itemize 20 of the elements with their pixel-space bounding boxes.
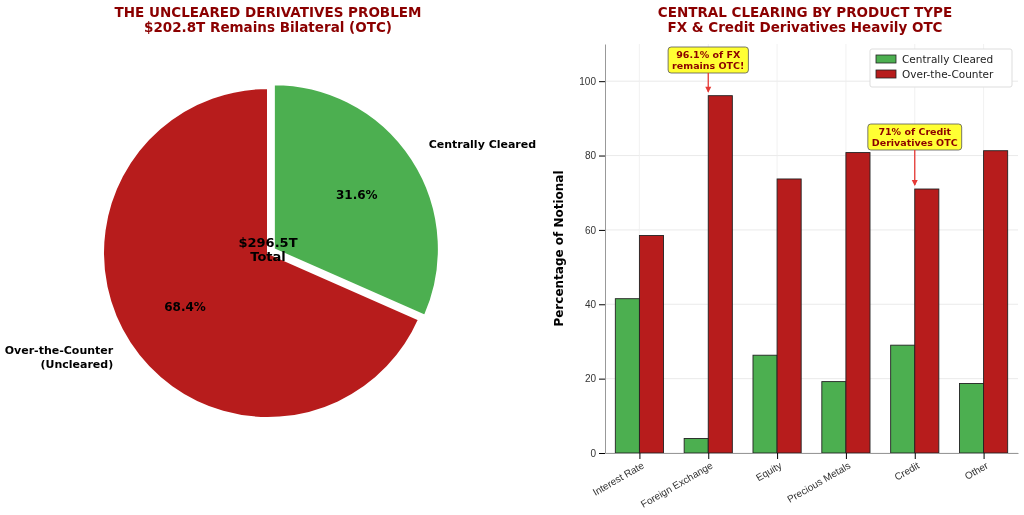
data-label: 31.6% <box>335 188 378 203</box>
y-tick-label: 0 <box>590 447 597 459</box>
legend-label: Centrally Cleared <box>902 53 994 65</box>
slice-label: Over-the-Counter (Uncleared) <box>4 343 114 371</box>
legend-label: Over-the-Counter <box>902 68 995 80</box>
y-tick-label: 40 <box>584 298 597 310</box>
annotation: 71% of Credit Derivatives OTC <box>871 126 958 149</box>
chart-title: CENTRAL CLEARING BY PRODUCT TYPE <box>657 4 953 20</box>
x-tick-label: Other <box>962 459 991 482</box>
data-label: 68.4% <box>164 300 206 315</box>
y-tick-label: 80 <box>584 150 597 162</box>
y-tick-label: 20 <box>584 373 597 385</box>
annotation: 96.1% of FX remains OTC! <box>672 49 745 71</box>
y-tick-label: 100 <box>579 75 597 87</box>
slice-label: Centrally Cleared <box>428 138 537 152</box>
chart-title: THE UNCLEARED DERIVATIVES PROBLEM <box>114 4 422 20</box>
y-axis-title: Percentage of Notional <box>552 170 566 327</box>
y-tick-label: 60 <box>584 224 597 236</box>
chart-subtitle: FX & Credit Derivatives Heavily OTC <box>667 19 943 35</box>
chart-subtitle: $202.8T Remains Bilateral (OTC) <box>144 19 392 35</box>
